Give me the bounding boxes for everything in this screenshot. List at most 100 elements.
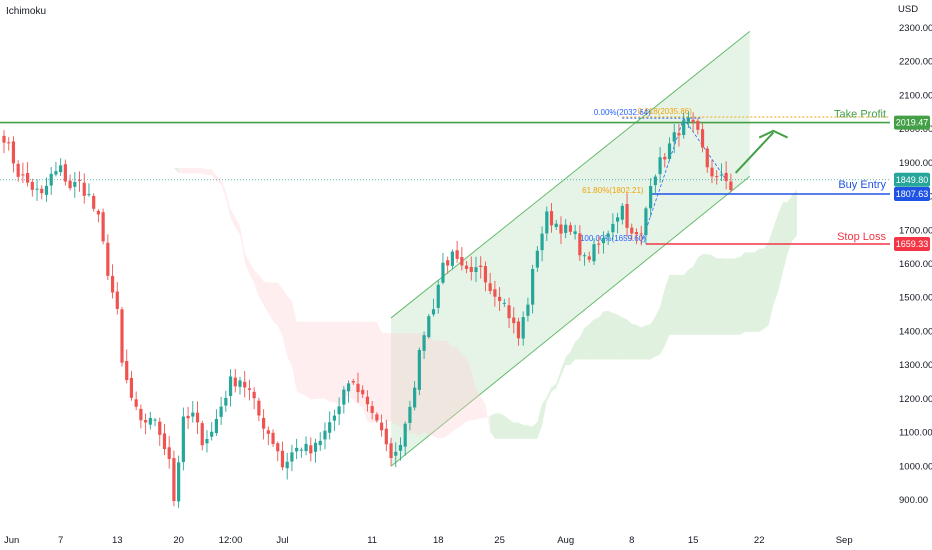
cloud-segment bbox=[730, 258, 736, 335]
candle-body bbox=[431, 309, 436, 315]
cloud-segment bbox=[306, 321, 311, 400]
candle-body bbox=[285, 461, 289, 469]
candle-body bbox=[512, 317, 516, 324]
candle-body bbox=[195, 412, 200, 423]
candle-body bbox=[299, 449, 303, 451]
candle-body bbox=[682, 120, 686, 136]
candle-body bbox=[68, 180, 72, 189]
cloud-segment bbox=[258, 274, 264, 306]
cloud-segment bbox=[494, 413, 500, 439]
candle-body bbox=[436, 284, 440, 308]
cloud-segment bbox=[485, 404, 491, 432]
candle-body bbox=[73, 181, 77, 187]
candle-body bbox=[634, 231, 639, 235]
price-badge bbox=[894, 172, 930, 187]
price-axis[interactable]: 2300.002200.002100.002000.001900.001800.… bbox=[899, 23, 932, 506]
x-tick-label: 22 bbox=[754, 535, 765, 546]
candle-body bbox=[313, 442, 318, 452]
candle-body bbox=[384, 428, 388, 445]
candle-body bbox=[663, 156, 667, 160]
candle-body bbox=[700, 129, 705, 148]
price-badge bbox=[894, 115, 930, 130]
cloud-segment bbox=[206, 169, 212, 175]
y-tick-label: 1000.00 bbox=[899, 461, 932, 472]
candle-body bbox=[115, 291, 119, 309]
candle-body bbox=[219, 406, 223, 417]
y-tick-label: 1600.00 bbox=[899, 259, 932, 270]
cloud-segment bbox=[343, 321, 349, 397]
cloud-segment bbox=[324, 321, 330, 403]
cloud-segment bbox=[178, 167, 184, 174]
y-tick-label: 900.00 bbox=[899, 495, 928, 506]
cloud-segment bbox=[612, 313, 618, 360]
candle-body bbox=[564, 224, 568, 233]
candle-body bbox=[587, 256, 591, 260]
cloud-segment bbox=[579, 327, 585, 360]
fib-trend-line bbox=[640, 118, 685, 245]
cloud-segment bbox=[504, 415, 510, 439]
cloud-segment bbox=[645, 323, 651, 360]
cloud-segment bbox=[230, 209, 236, 227]
candle-body bbox=[592, 244, 596, 262]
cloud-segment bbox=[192, 167, 198, 174]
candle-body bbox=[507, 305, 511, 319]
cloud-segment bbox=[372, 321, 377, 424]
cloud-segment bbox=[773, 214, 779, 305]
candle-body bbox=[92, 195, 96, 209]
candle-body bbox=[177, 462, 181, 502]
cloud-segment bbox=[442, 340, 448, 438]
candle-body bbox=[205, 438, 209, 444]
candle-body bbox=[389, 443, 393, 459]
price-badge-label: 2019.47 bbox=[896, 118, 929, 128]
price-badge bbox=[894, 186, 930, 201]
candle-body bbox=[413, 387, 417, 408]
y-tick-label: 2000.00 bbox=[899, 124, 932, 135]
candle-body bbox=[2, 135, 6, 143]
cloud-segment bbox=[603, 310, 609, 360]
projection-arrow bbox=[734, 129, 788, 174]
cloud-segment bbox=[617, 314, 623, 360]
candle-body bbox=[342, 389, 346, 405]
cloud-segment bbox=[735, 256, 741, 335]
candle-body bbox=[44, 185, 49, 195]
cloud-segment bbox=[726, 258, 731, 335]
candle-body bbox=[559, 224, 563, 234]
cloud-segment bbox=[787, 195, 793, 254]
ichimoku-cloud bbox=[173, 167, 797, 439]
cloud-segment bbox=[395, 333, 401, 428]
candle-body bbox=[361, 389, 365, 395]
cloud-segment bbox=[457, 347, 462, 429]
x-tick-label: 15 bbox=[688, 535, 699, 546]
x-tick-label: 25 bbox=[494, 535, 505, 546]
candle-body bbox=[337, 406, 341, 415]
cloud-segment bbox=[202, 167, 207, 175]
time-axis[interactable]: Jun 7 13 20 12:00 Jul 11 18 25 Aug 8 15 22 Sep bbox=[4, 535, 853, 546]
candle-body bbox=[460, 257, 464, 266]
cloud-segment bbox=[721, 258, 727, 335]
candle-body bbox=[332, 415, 336, 421]
y-tick-label: 1700.00 bbox=[899, 225, 932, 236]
candle-body bbox=[545, 211, 549, 234]
candle-body bbox=[35, 188, 39, 190]
candle-body bbox=[139, 408, 143, 421]
x-tick-label: Jun bbox=[4, 535, 19, 546]
cloud-segment bbox=[697, 254, 703, 335]
candle-body bbox=[11, 141, 16, 164]
cloud-segment bbox=[499, 413, 505, 439]
cloud-segment bbox=[291, 300, 297, 392]
candle-body bbox=[554, 223, 558, 228]
cloud-segment bbox=[433, 340, 439, 439]
cloud-segment bbox=[277, 282, 283, 336]
candle-body bbox=[616, 217, 620, 222]
indicator-label: Ichimoku bbox=[6, 6, 46, 17]
cloud-segment bbox=[452, 347, 458, 432]
x-tick-label: 11 bbox=[367, 535, 377, 546]
price-badge-label: 1807.63 bbox=[896, 189, 929, 199]
cloud-segment bbox=[759, 248, 764, 332]
candle-body bbox=[120, 309, 124, 363]
candle-body bbox=[346, 383, 351, 392]
cloud-segment bbox=[740, 252, 746, 335]
candle-body bbox=[228, 376, 233, 397]
channel-upper-line bbox=[390, 30, 751, 319]
